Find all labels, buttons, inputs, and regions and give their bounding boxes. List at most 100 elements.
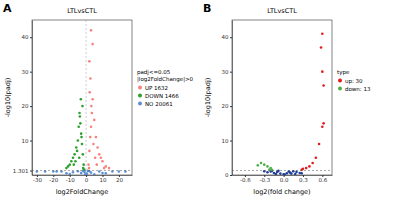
point (308, 165, 311, 168)
point (90, 105, 93, 108)
point (80, 132, 83, 135)
x-axis-title: log2FoldChange (56, 188, 108, 196)
point (78, 112, 81, 115)
point (279, 172, 282, 175)
point (311, 162, 314, 165)
x-tick: -0.3 (259, 175, 270, 183)
plot-frame (232, 20, 332, 175)
legend-title: padj<=0.05 (137, 69, 171, 76)
point (89, 136, 92, 139)
legend: padj<=0.05|log2FoldChange|>0UP 1632DOWN … (137, 69, 194, 107)
legend-label: NO 20061 (145, 101, 173, 107)
series (300, 32, 325, 171)
panel: LTLvsCTL-0.6-0.30.00.30.6010203040log2(f… (204, 7, 371, 196)
point (266, 171, 269, 174)
x-axis-line (233, 175, 333, 176)
point (77, 139, 80, 142)
y-axis: 1.30110203040 (13, 21, 33, 176)
point (94, 156, 97, 159)
point (78, 156, 81, 159)
y-tick-label: 10 (22, 138, 29, 144)
point (300, 172, 303, 175)
legend-swatch (138, 86, 142, 90)
title: LTLvsCTL (67, 7, 97, 15)
y-axis-title: -log10(padj) (204, 78, 212, 118)
series (87, 29, 110, 169)
threshold-line (32, 170, 132, 171)
point (294, 173, 297, 175)
point (89, 77, 92, 80)
point (318, 143, 321, 146)
x-tick: 0 (85, 175, 89, 183)
point (90, 125, 93, 128)
x-axis-line (33, 175, 133, 176)
legend-swatch (138, 102, 142, 106)
y-axis-title: -log10(padj) (4, 78, 12, 118)
plot-area (32, 20, 132, 175)
point (260, 162, 263, 165)
y-tick: 20 (222, 103, 233, 109)
point (80, 136, 83, 139)
point (266, 165, 269, 168)
y-tick-mark (30, 141, 32, 142)
point (90, 29, 93, 32)
plot-frame (32, 20, 132, 175)
y-axis-line (32, 21, 33, 176)
y-tick-label: 10 (222, 138, 229, 144)
y-tick-label: 30 (22, 69, 29, 75)
point (320, 46, 323, 49)
y-tick-mark (230, 175, 232, 176)
series (257, 162, 274, 171)
point (103, 167, 106, 170)
x-tick: 10 (99, 175, 106, 183)
figure: LTLvsCTL-30-20-10010201.30110203040log2F… (0, 0, 400, 201)
point (72, 156, 75, 159)
x-tick: 0.3 (299, 175, 308, 183)
point (81, 105, 84, 108)
point (95, 163, 98, 166)
y-tick: 40 (22, 34, 33, 40)
point (76, 150, 79, 153)
x-tick-label: 0.0 (280, 177, 289, 183)
x-axis: -30-20-1001020 (33, 175, 133, 183)
point (96, 146, 99, 149)
x-axis: -0.6 -0.3 0.0 0.3 0.6 (233, 175, 333, 183)
point (79, 122, 82, 125)
y-tick: 20 (22, 103, 33, 109)
point (73, 163, 76, 166)
point (82, 153, 85, 156)
x-tick: -20 (49, 175, 58, 183)
y-tick-label: 20 (222, 103, 229, 109)
point (100, 156, 103, 159)
point (68, 173, 71, 175)
point (104, 172, 107, 175)
y-tick: 40 (222, 34, 233, 40)
point (88, 60, 91, 63)
x-tick: 0.6 (318, 175, 327, 183)
legend-swatch (338, 87, 342, 91)
point (91, 112, 94, 115)
threshold-line (86, 20, 87, 175)
y-tick-mark (30, 106, 32, 107)
panel-label: A (3, 2, 12, 15)
x-tick: -0.6 (240, 175, 251, 183)
point (72, 171, 75, 174)
point (80, 172, 83, 175)
y-tick-label: 20 (22, 103, 29, 109)
x-tick-label: 20 (116, 177, 123, 183)
point (322, 84, 325, 87)
y-tick: 30 (22, 69, 33, 75)
y-tick-label: 0 (225, 172, 229, 178)
x-tick-label: 10 (99, 177, 106, 183)
point (88, 167, 91, 170)
point (73, 153, 76, 156)
y-tick-mark (230, 106, 232, 107)
point (82, 163, 85, 166)
point (91, 43, 94, 46)
point (101, 160, 104, 163)
x-tick-label: -30 (33, 177, 42, 183)
x-tick-label: -0.6 (240, 177, 251, 183)
point (77, 125, 80, 128)
plot-area (232, 32, 332, 175)
y-tick-mark (230, 72, 232, 73)
